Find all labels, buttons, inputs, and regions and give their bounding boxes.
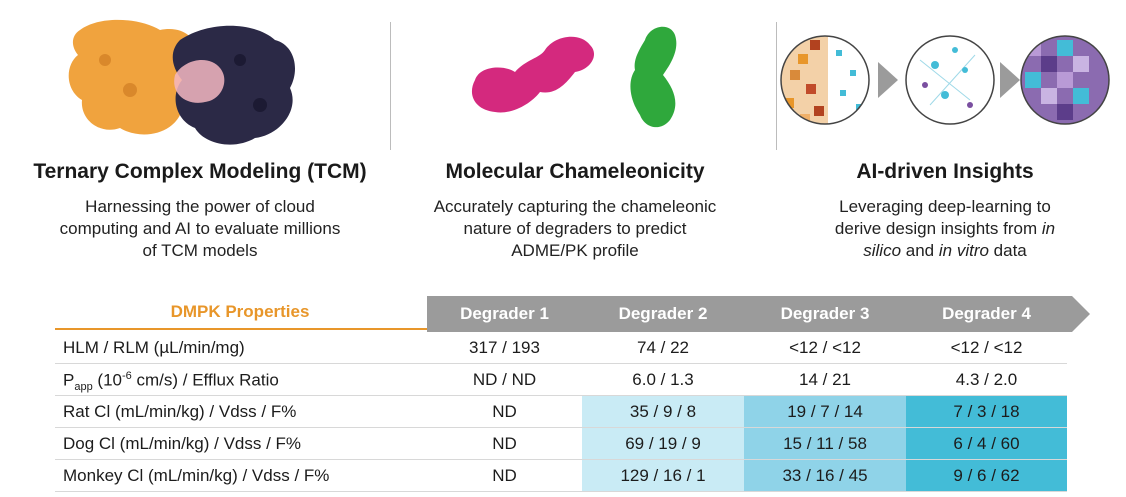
desc-line: nature of degraders to predict	[463, 219, 687, 238]
panel-tcm-description: Harnessing the power of cloud computing …	[10, 196, 390, 262]
panel-chameleonicity: Molecular Chameleonicity Accurately capt…	[395, 0, 755, 280]
panel-tcm-title: Ternary Complex Modeling (TCM)	[33, 160, 367, 183]
label-subscript: app	[74, 381, 93, 394]
table-cell: 4.3 / 2.0	[955, 370, 1018, 389]
table-cell: 9 / 6 / 62	[906, 460, 1067, 491]
table-cell: <12 / <12	[950, 338, 1023, 357]
desc-line: Leveraging deep-learning to	[839, 197, 1051, 216]
table-cell: 35 / 9 / 8	[582, 396, 744, 427]
row-label: Papp (10-6 cm/s) / Efflux Ratio	[63, 370, 279, 393]
table-cell: 6.0 / 1.3	[632, 370, 694, 389]
table-cell: ND / ND	[472, 370, 537, 389]
table-row: Dog Cl (mL/min/kg) / Vdss / F% ND 69 / 1…	[55, 428, 1067, 460]
table-cell: 129 / 16 / 1	[582, 460, 744, 491]
desc-italic: in	[1041, 219, 1056, 238]
column-header-degrader-2: Degrader 2	[618, 304, 708, 323]
panel-chameleonicity-description: Accurately capturing the chameleonic nat…	[395, 196, 755, 262]
ternary-complex-protein-image	[68, 19, 295, 145]
dmpk-properties-header: DMPK Properties	[170, 302, 310, 321]
table-cell: 317 / 193	[469, 338, 540, 357]
desc-line: ADME/PK profile	[511, 241, 639, 260]
divider	[390, 22, 391, 150]
label-text: cm/s) / Efflux Ratio	[131, 370, 279, 390]
column-header-degrader-3: Degrader 3	[780, 304, 870, 323]
table-cell: 74 / 22	[637, 338, 689, 357]
table-cell: 69 / 19 / 9	[582, 428, 744, 459]
table-cell: <12 / <12	[789, 338, 861, 357]
desc-line: silico and in vitro data	[770, 240, 1120, 262]
ai-pipeline-image	[780, 35, 1110, 125]
desc-italic: silico	[863, 241, 902, 260]
table-cell: 7 / 3 / 18	[906, 396, 1067, 427]
label-text: P	[63, 370, 75, 390]
table-row: Rat Cl (mL/min/kg) / Vdss / F% ND 35 / 9…	[55, 396, 1067, 428]
row-label: HLM / RLM (µL/min/mg)	[63, 338, 245, 357]
panel-tcm: Ternary Complex Modeling (TCM) Harnessin…	[10, 0, 390, 280]
table-cell: 14 / 21	[799, 370, 851, 389]
panel-ai-insights-title: AI-driven Insights	[856, 160, 1034, 183]
header-arrow-band	[427, 296, 1090, 332]
desc-line: computing and AI to evaluate millions	[59, 219, 341, 238]
header-underline	[55, 328, 427, 330]
table-cell: 19 / 7 / 14	[744, 396, 906, 427]
label-superscript: -6	[122, 370, 132, 382]
table-row: HLM / RLM (µL/min/mg) 317 / 193 74 / 22 …	[55, 332, 1067, 364]
column-header-degrader-4: Degrader 4	[942, 304, 1031, 323]
desc-line: Harnessing the power of cloud	[85, 197, 315, 216]
desc-text: derive design insights from	[834, 219, 1042, 238]
dmpk-table: DMPK Properties Degrader 1 Degrader 2 De…	[55, 296, 1090, 492]
desc-line: derive design insights from in	[770, 218, 1120, 240]
panel-ai-insights-description: Leveraging deep-learning to derive desig…	[770, 196, 1120, 262]
desc-italic: in vitro	[938, 241, 989, 260]
column-header-degrader-1: Degrader 1	[460, 304, 549, 323]
desc-text: data	[988, 241, 1027, 260]
table-row: Monkey Cl (mL/min/kg) / Vdss / F% ND 129…	[55, 460, 1067, 492]
row-label: Dog Cl (mL/min/kg) / Vdss / F%	[63, 434, 302, 453]
table-cell: ND	[492, 466, 517, 485]
row-label: Monkey Cl (mL/min/kg) / Vdss / F%	[63, 466, 330, 485]
desc-line: Accurately capturing the chameleonic	[433, 197, 717, 216]
table-cell: 6 / 4 / 60	[906, 428, 1067, 459]
row-label: Rat Cl (mL/min/kg) / Vdss / F%	[63, 402, 297, 421]
table-cell: 15 / 11 / 58	[744, 428, 906, 459]
divider	[776, 22, 777, 150]
desc-text: and	[901, 241, 939, 260]
table-cell: 33 / 16 / 45	[744, 460, 906, 491]
molecule-shapes-image	[471, 26, 677, 128]
table-cell: ND	[492, 402, 517, 421]
panel-ai-insights: AI-driven Insights Leveraging deep-learn…	[770, 0, 1120, 280]
panel-chameleonicity-title: Molecular Chameleonicity	[445, 160, 705, 183]
label-text: (10	[92, 370, 122, 390]
desc-line: of TCM models	[142, 241, 258, 260]
table-cell: ND	[492, 434, 517, 453]
table-row: Papp (10-6 cm/s) / Efflux Ratio ND / ND …	[55, 364, 1067, 396]
